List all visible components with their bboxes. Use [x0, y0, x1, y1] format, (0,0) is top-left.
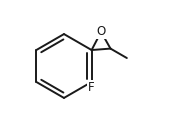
Text: F: F [88, 81, 95, 94]
Text: O: O [96, 25, 106, 38]
